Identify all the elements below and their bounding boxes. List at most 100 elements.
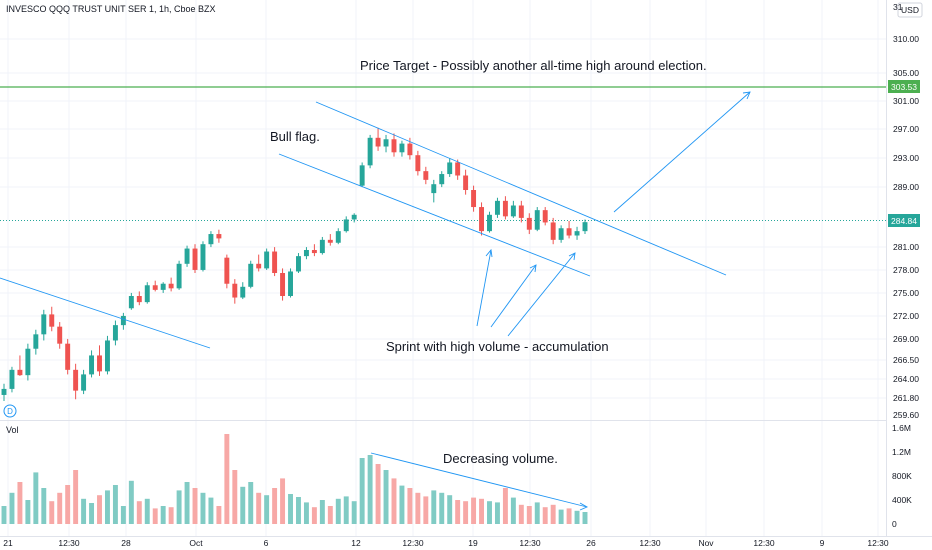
price-tick-label: 297.00 <box>893 124 919 134</box>
prior-trend-line[interactable] <box>0 277 211 349</box>
candle-body <box>256 263 262 269</box>
candle-body <box>319 239 325 254</box>
price-tick-label: 301.00 <box>893 96 919 106</box>
volume-bar <box>574 510 580 524</box>
time-tick-label: 12:30 <box>753 538 775 548</box>
time-tick-label: 26 <box>586 538 596 548</box>
volume-bar <box>97 495 102 524</box>
candle-body <box>200 244 206 270</box>
volume-bar <box>367 455 373 524</box>
candle-body <box>550 222 556 240</box>
annotation-sprint[interactable]: Sprint with high volume - accumulation <box>386 339 609 354</box>
flag-lower-line[interactable] <box>278 153 591 277</box>
time-tick-label: 12:30 <box>519 538 541 548</box>
candle-body <box>463 175 469 190</box>
volume-trend-arrow-head <box>579 502 589 511</box>
volume-bar <box>33 472 39 524</box>
candle-body <box>192 248 198 270</box>
volume-axis: 1.6M 1.2M 800K 400K 0 <box>892 423 912 529</box>
flag-upper-line[interactable] <box>315 101 727 276</box>
annotation-decreasing-volume[interactable]: Decreasing volume. <box>443 451 558 466</box>
candle-body <box>232 283 238 298</box>
price-axis[interactable]: 310.00 305.00 301.00 297.00 293.00 289.00 281.… <box>893 2 919 420</box>
candle-body <box>431 184 437 194</box>
candle-body <box>471 190 477 208</box>
candle-body <box>49 314 55 327</box>
sprint-arrow-2-head <box>529 264 537 273</box>
price-tick-label: 266.50 <box>893 355 919 365</box>
candle-body <box>288 271 293 296</box>
candle-body <box>399 143 405 153</box>
price-tick-label: 272.00 <box>893 311 919 321</box>
symbol-title: INVESCO QQQ TRUST UNIT SER 1, 1h, Cboe B… <box>6 4 216 14</box>
volume-bar <box>152 508 158 524</box>
volume-bar <box>423 496 429 524</box>
price-tick-label: 261.80 <box>893 393 919 403</box>
time-tick-label: 19 <box>468 538 478 548</box>
sprint-arrow-2[interactable] <box>490 264 537 328</box>
sprint-arrow-1[interactable] <box>476 249 492 327</box>
candle-body <box>423 171 429 180</box>
candle-body <box>534 210 540 230</box>
sprint-arrow-1-head <box>485 248 493 258</box>
annotation-bull-flag[interactable]: Bull flag. <box>270 129 320 144</box>
last-price-text: 284.84 <box>891 216 917 226</box>
candle-body <box>41 314 47 335</box>
target-arrow[interactable] <box>613 91 751 213</box>
volume-bar <box>112 485 118 524</box>
time-tick-label: 12:30 <box>639 538 661 548</box>
volume-tick-label: 1.2M <box>892 447 911 457</box>
candle-body <box>104 340 110 372</box>
volume-bar <box>494 502 500 524</box>
price-tick-label: 281.00 <box>893 242 919 252</box>
volume-bar <box>335 498 341 524</box>
volume-bar <box>431 490 437 524</box>
volume-trend-line[interactable] <box>370 452 588 508</box>
volume-bar <box>224 434 230 524</box>
price-tick-label: 269.00 <box>893 334 919 344</box>
volume-bar <box>359 458 365 524</box>
price-tick-label: 305.00 <box>893 68 919 78</box>
candle-body <box>280 273 286 296</box>
candle-body <box>487 214 492 232</box>
sprint-arrow-3[interactable] <box>507 252 576 337</box>
dividend-d-icon[interactable]: D <box>3 404 17 418</box>
candle-body <box>73 369 79 391</box>
volume-bar <box>351 501 357 524</box>
candle-body <box>1 388 7 395</box>
volume-bar <box>73 470 79 524</box>
volume-tick-label: 1.6M <box>892 423 911 433</box>
volume-bar <box>407 488 413 524</box>
candle-body <box>351 214 357 220</box>
volume-bar <box>104 490 110 524</box>
volume-bar <box>184 482 190 524</box>
candle-body <box>112 325 118 341</box>
volume-bar <box>216 506 222 524</box>
volume-bar <box>518 504 524 524</box>
volume-bar <box>510 497 516 524</box>
volume-bar <box>49 501 55 524</box>
candle-body <box>455 162 461 176</box>
candle-body <box>208 234 214 245</box>
time-tick-label: Oct <box>189 538 203 548</box>
volume-bar <box>327 506 333 524</box>
candle-body <box>17 369 23 376</box>
time-tick-label: 12:30 <box>402 538 424 548</box>
candle-body <box>303 250 309 257</box>
price-tick-label: 289.00 <box>893 182 919 192</box>
annotation-price-target[interactable]: Price Target - Possibly another all-time… <box>360 58 707 73</box>
price-tick-label: 264.00 <box>893 374 919 384</box>
volume-bar <box>144 498 150 524</box>
currency-button[interactable]: USD <box>897 2 923 18</box>
volume-layer <box>1 434 588 524</box>
candle-body <box>526 217 532 230</box>
volume-bar <box>558 509 564 524</box>
volume-bar <box>463 501 469 524</box>
volume-bar <box>415 492 421 524</box>
candle-body <box>81 374 87 391</box>
candle-body <box>184 248 190 264</box>
volume-bar <box>487 501 492 524</box>
price-tick-label: 259.60 <box>893 410 919 420</box>
time-axis[interactable]: 21 12:30 28 Oct 6 12 12:30 19 12:30 26 12:30 Nov 12:… <box>3 538 889 548</box>
